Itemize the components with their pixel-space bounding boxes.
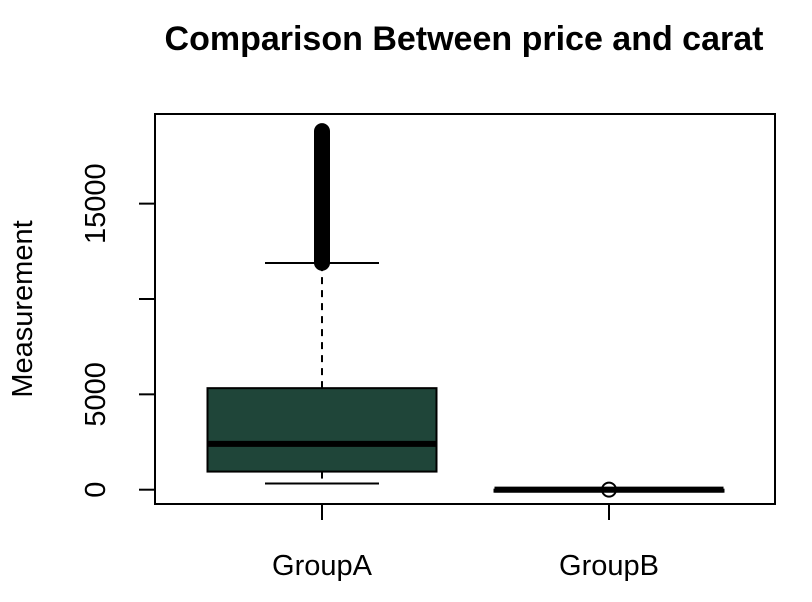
boxes [206, 123, 725, 498]
y-tick-label: 5000 [80, 362, 112, 427]
y-tick-label: 0 [80, 482, 112, 498]
outlier-point [601, 481, 617, 498]
x-tick-label: GroupA [272, 550, 373, 582]
box-groupa [206, 123, 438, 485]
x-axis: GroupA GroupB [272, 504, 659, 582]
y-axis: 0 5000 15000 [80, 163, 156, 498]
outlier-point [314, 123, 330, 140]
x-tick-label: GroupB [559, 550, 659, 582]
y-tick-label: 15000 [80, 163, 112, 244]
y-axis-label: Measurement [7, 220, 39, 397]
chart-title: Comparison Between price and carat [165, 20, 764, 58]
box-groupb [493, 481, 725, 498]
iqr-box [206, 387, 438, 473]
